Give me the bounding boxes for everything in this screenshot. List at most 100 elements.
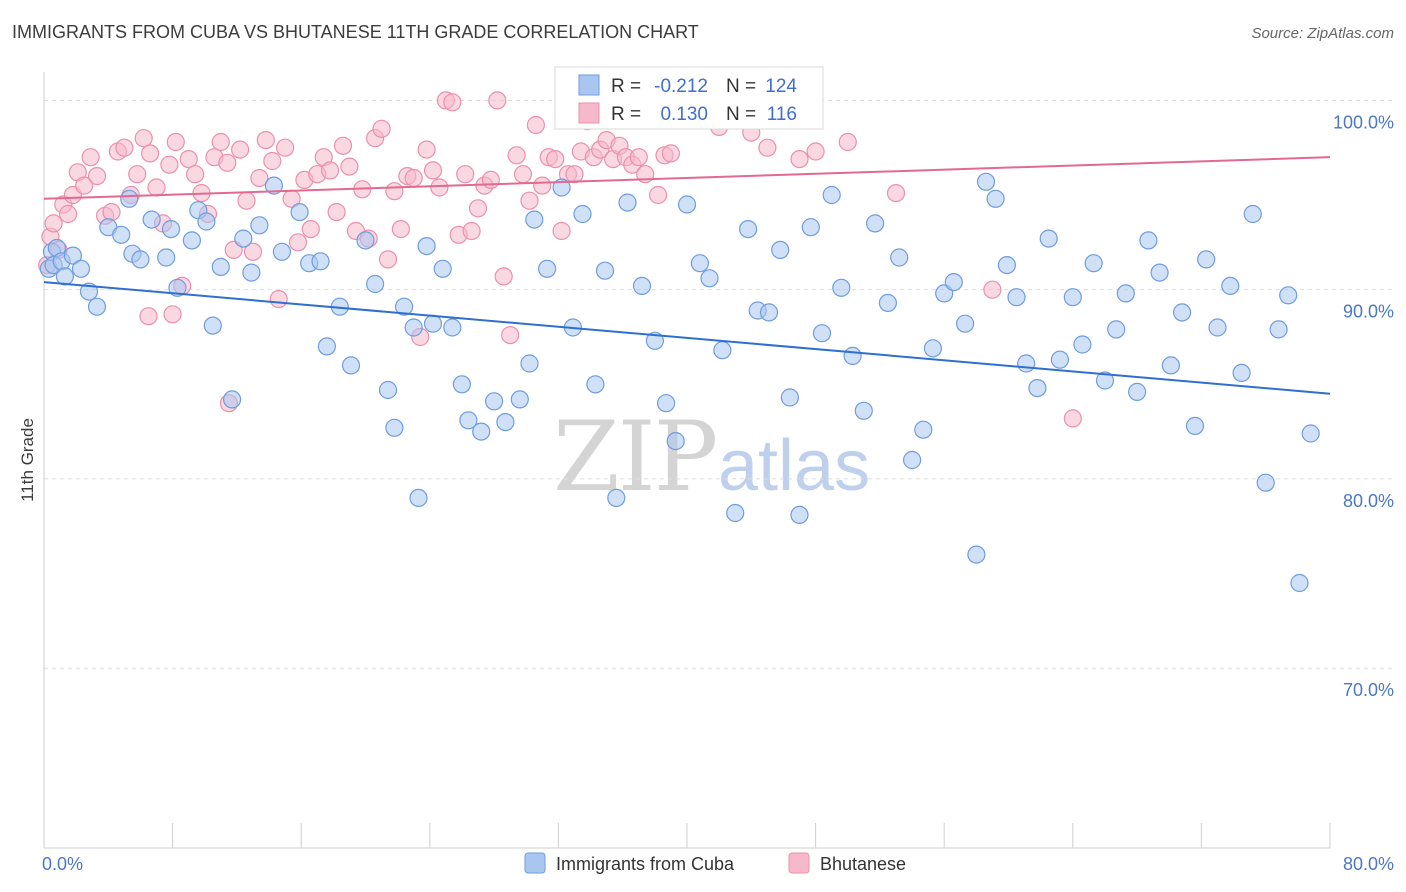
- point-cuba: [902, 450, 922, 470]
- point-cuba: [356, 231, 375, 250]
- point-bhutanese: [237, 191, 256, 210]
- point-bhutanese: [58, 204, 78, 224]
- point-cuba: [404, 318, 423, 337]
- point-bhutanese: [494, 267, 513, 286]
- point-cuba: [417, 237, 436, 256]
- point-cuba: [812, 324, 832, 343]
- point-bhutanese: [507, 146, 526, 165]
- point-cuba: [161, 220, 181, 239]
- point-bhutanese: [102, 203, 121, 222]
- point-bhutanese: [250, 168, 269, 188]
- point-cuba: [677, 195, 697, 214]
- point-cuba: [485, 392, 504, 411]
- point-cuba: [955, 314, 975, 333]
- point-cuba: [645, 331, 665, 350]
- trend-line-bhutanese: [43, 156, 1331, 200]
- y-axis-tick-labels: 70.0% 80.0% 90.0% 100.0%: [1333, 112, 1394, 700]
- point-cuba: [890, 248, 909, 267]
- point-bhutanese: [269, 290, 288, 309]
- point-cuba: [366, 274, 385, 294]
- point-bhutanese: [186, 165, 205, 184]
- watermark-atlas: atlas: [718, 426, 870, 506]
- point-bhutanese: [468, 199, 488, 218]
- point-cuba: [395, 297, 414, 316]
- point-cuba: [250, 216, 269, 235]
- point-cuba: [1161, 356, 1181, 375]
- point-cuba: [1185, 416, 1205, 435]
- stats-swatch-bhutanese: [578, 102, 600, 124]
- point-cuba: [967, 545, 986, 564]
- point-bhutanese: [806, 142, 825, 161]
- point-bhutanese: [139, 307, 158, 326]
- point-bhutanese: [488, 91, 507, 110]
- point-cuba: [223, 390, 242, 409]
- point-cuba: [1084, 254, 1103, 273]
- point-cuba: [203, 316, 222, 335]
- point-bhutanese: [552, 221, 571, 241]
- point-cuba: [197, 212, 216, 231]
- point-cuba: [520, 354, 539, 373]
- x-tick-label-min: 0.0%: [42, 854, 83, 874]
- point-bhutanese: [327, 203, 346, 222]
- point-cuba: [1050, 350, 1070, 369]
- stats-n-value-bhutanese: 116: [767, 104, 797, 125]
- stats-r-label-bhutanese: R =: [611, 104, 641, 125]
- point-cuba: [1208, 318, 1227, 337]
- point-cuba: [618, 193, 637, 212]
- point-bhutanese: [1063, 409, 1082, 428]
- y-tick-label: 70.0%: [1343, 680, 1394, 700]
- point-bhutanese: [886, 184, 906, 203]
- stats-n-value-cuba: 124: [765, 76, 797, 97]
- point-cuba: [341, 356, 361, 375]
- gridlines: [44, 99, 1392, 669]
- point-cuba: [409, 488, 428, 507]
- point-bhutanese: [163, 305, 182, 324]
- point-bhutanese: [231, 140, 250, 159]
- point-bhutanese: [391, 220, 410, 239]
- point-bhutanese: [141, 144, 160, 163]
- trend-line-cuba: [43, 281, 1331, 395]
- point-cuba: [1017, 354, 1036, 373]
- stats-legend-box: [554, 66, 824, 130]
- point-cuba: [1232, 363, 1251, 382]
- point-cuba: [759, 303, 779, 322]
- watermark-zip: ZIP: [553, 401, 716, 513]
- point-bhutanese: [629, 148, 648, 167]
- stats-swatch-cuba: [578, 74, 600, 96]
- point-bhutanese: [533, 176, 552, 195]
- point-bhutanese: [75, 176, 94, 195]
- point-cuba: [472, 422, 491, 441]
- stats-legend: R = -0.212 N = 124 R = 0.130 N = 116: [554, 66, 824, 130]
- point-bhutanese: [481, 170, 500, 189]
- point-bhutanese: [520, 191, 539, 210]
- point-bhutanese: [134, 129, 153, 148]
- point-bhutanese: [526, 115, 546, 135]
- point-bhutanese: [179, 150, 198, 169]
- point-bhutanese: [321, 161, 340, 180]
- point-cuba: [976, 172, 996, 191]
- point-cuba: [131, 250, 150, 269]
- point-bhutanese: [218, 153, 237, 172]
- point-cuba: [1107, 320, 1126, 339]
- legend-swatch-cuba: [524, 852, 546, 874]
- stats-n-label-bhutanese: N =: [726, 104, 756, 125]
- point-cuba: [607, 488, 626, 507]
- point-cuba: [690, 254, 710, 273]
- point-bhutanese: [256, 131, 275, 150]
- point-bhutanese: [243, 242, 263, 261]
- point-cuba: [656, 394, 676, 413]
- stats-r-label-cuba: R =: [611, 76, 641, 97]
- point-cuba: [865, 214, 885, 233]
- point-cuba: [1172, 303, 1192, 322]
- point-cuba: [433, 259, 452, 278]
- point-bhutanese: [115, 138, 134, 157]
- point-cuba: [700, 269, 719, 288]
- point-cuba: [997, 256, 1017, 275]
- point-cuba: [317, 337, 336, 356]
- point-cuba: [112, 225, 131, 244]
- point-cuba: [63, 246, 83, 265]
- point-cuba: [71, 259, 91, 278]
- point-cuba: [713, 341, 732, 360]
- point-bhutanese: [301, 220, 320, 239]
- legend-label-cuba: Immigrants from Cuba: [556, 854, 735, 874]
